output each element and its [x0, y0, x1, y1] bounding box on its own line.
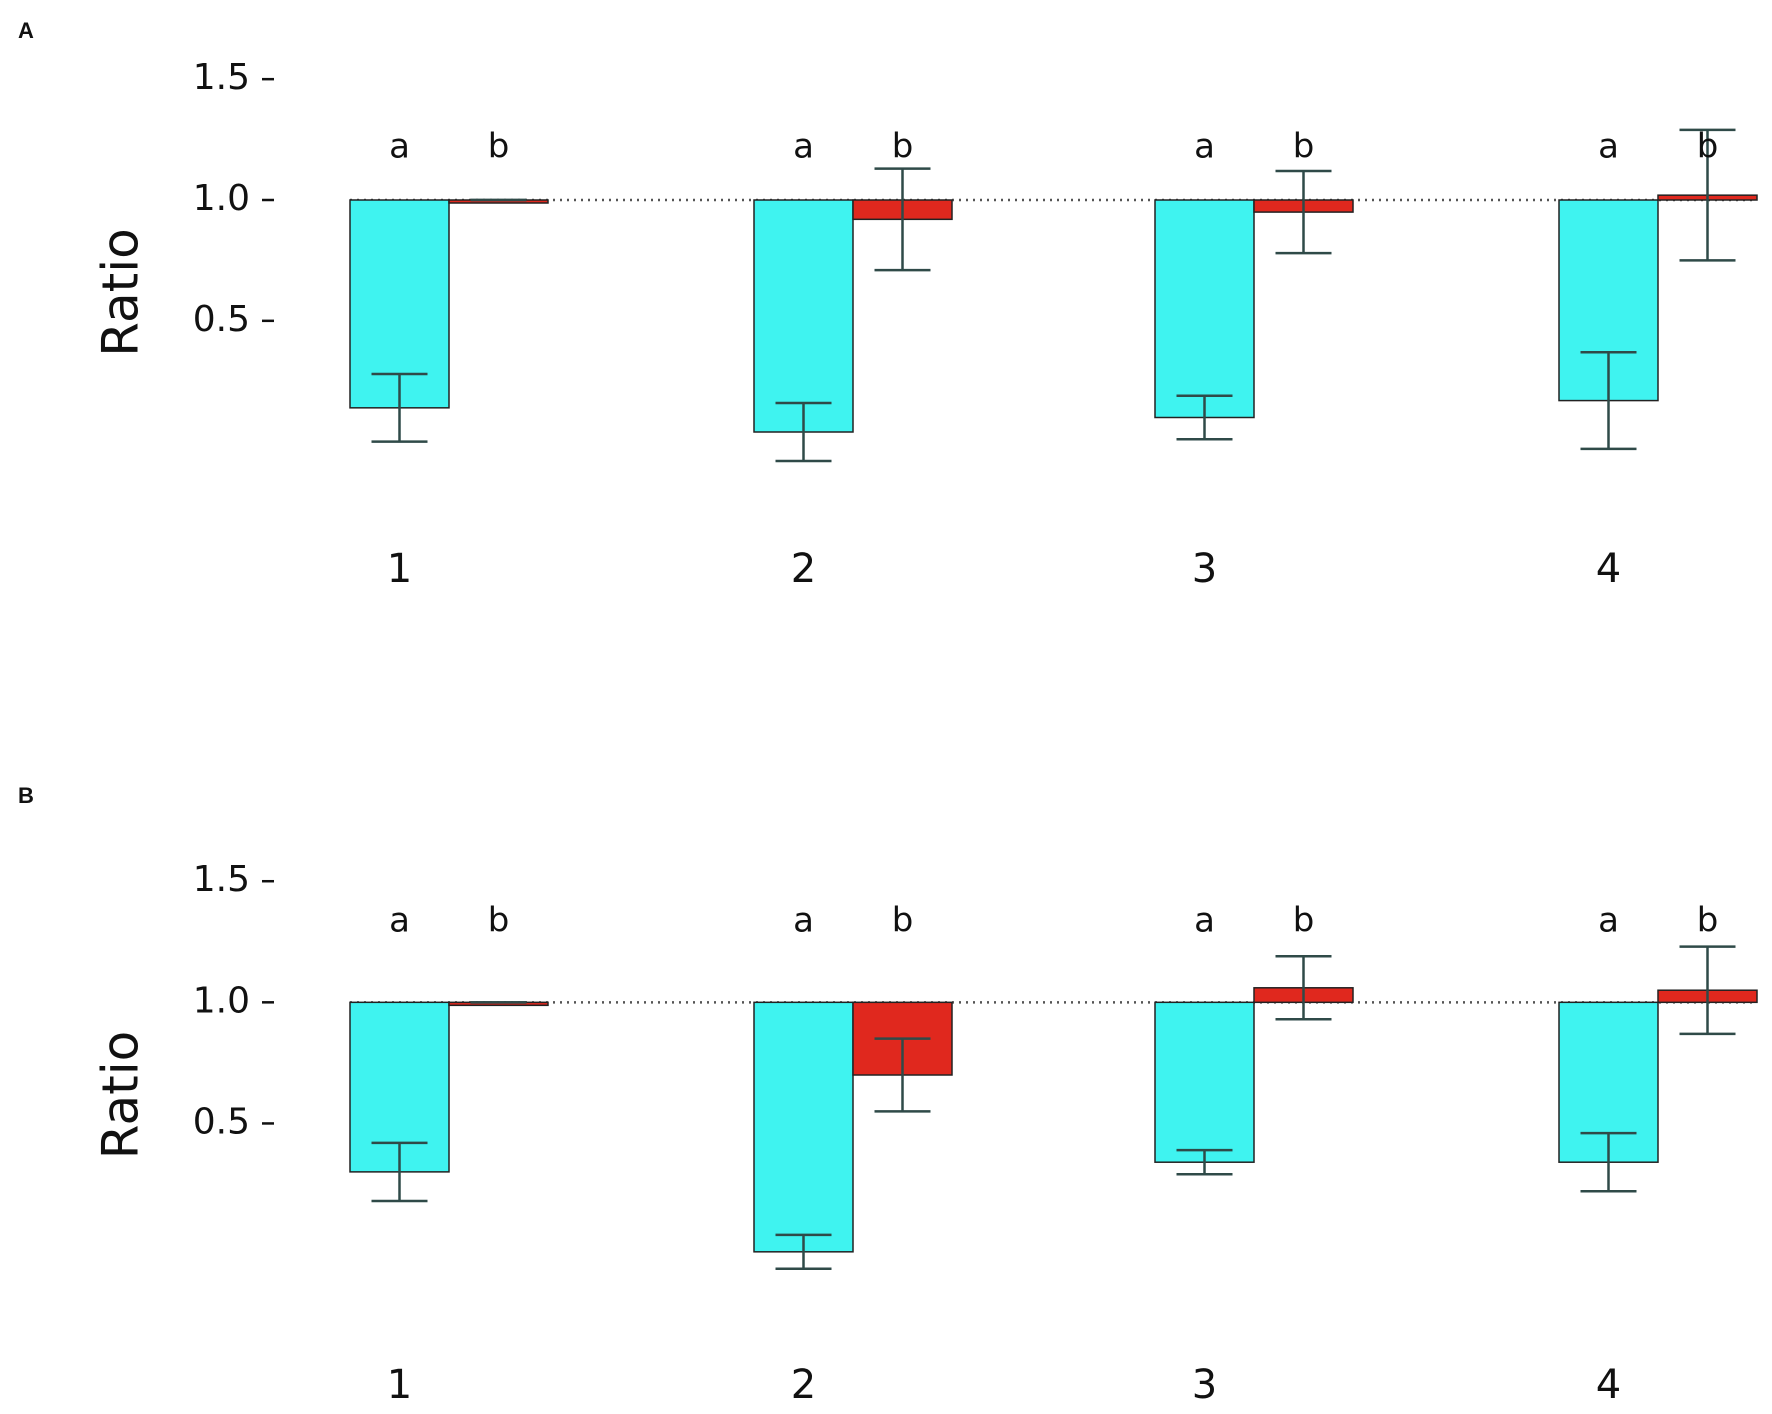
series-label: b	[488, 127, 510, 167]
series-label: b	[1697, 127, 1719, 167]
series-label: a	[1598, 127, 1619, 167]
category-label: 1	[387, 546, 412, 592]
error-bar	[1176, 394, 1233, 441]
bar	[1154, 1001, 1255, 1163]
error-bar	[371, 1141, 428, 1203]
series-label: a	[793, 901, 814, 941]
series-label: a	[389, 127, 410, 167]
y-tick-label: 1.0	[193, 178, 250, 219]
error-bar	[1275, 169, 1332, 255]
y-axis-label: Ratio	[92, 228, 150, 356]
y-tick-label: 1.5	[193, 859, 250, 900]
series-label: b	[1697, 901, 1719, 941]
panel-label: A	[18, 18, 34, 43]
series-label: a	[1598, 901, 1619, 941]
series-label: b	[1293, 127, 1315, 167]
error-bar	[874, 167, 931, 272]
error-bar	[1679, 945, 1736, 1036]
y-axis-label: Ratio	[92, 1031, 150, 1159]
y-tick-label: 0.5	[193, 299, 250, 340]
bar	[753, 199, 854, 433]
error-bar	[874, 1037, 931, 1113]
error-bar	[1580, 1131, 1637, 1193]
panel-label: B	[18, 783, 34, 808]
series-label: a	[389, 901, 410, 941]
series-label: b	[892, 127, 914, 167]
bar	[349, 1001, 450, 1173]
error-bar	[1679, 128, 1736, 262]
error-bar	[775, 401, 832, 463]
category-label: 4	[1596, 1362, 1621, 1408]
bar	[753, 1001, 854, 1253]
series-label: b	[488, 901, 510, 941]
error-bar	[1275, 955, 1332, 1021]
y-tick-label: 0.5	[193, 1101, 250, 1142]
category-label: 4	[1596, 546, 1621, 592]
bar	[1154, 199, 1255, 419]
series-label: b	[1293, 901, 1315, 941]
series-label: b	[892, 901, 914, 941]
y-tick-label: 1.5	[193, 57, 250, 98]
error-bar	[371, 372, 428, 443]
category-label: 2	[791, 1362, 816, 1408]
series-label: a	[1194, 901, 1215, 941]
category-label: 3	[1192, 1362, 1217, 1408]
error-bar	[1176, 1148, 1233, 1176]
y-tick-label: 1.0	[193, 980, 250, 1021]
series-label: a	[1194, 127, 1215, 167]
category-label: 1	[387, 1362, 412, 1408]
error-bar	[775, 1233, 832, 1271]
series-label: a	[793, 127, 814, 167]
category-label: 2	[791, 546, 816, 592]
error-bar	[1580, 351, 1637, 451]
category-label: 3	[1192, 546, 1217, 592]
